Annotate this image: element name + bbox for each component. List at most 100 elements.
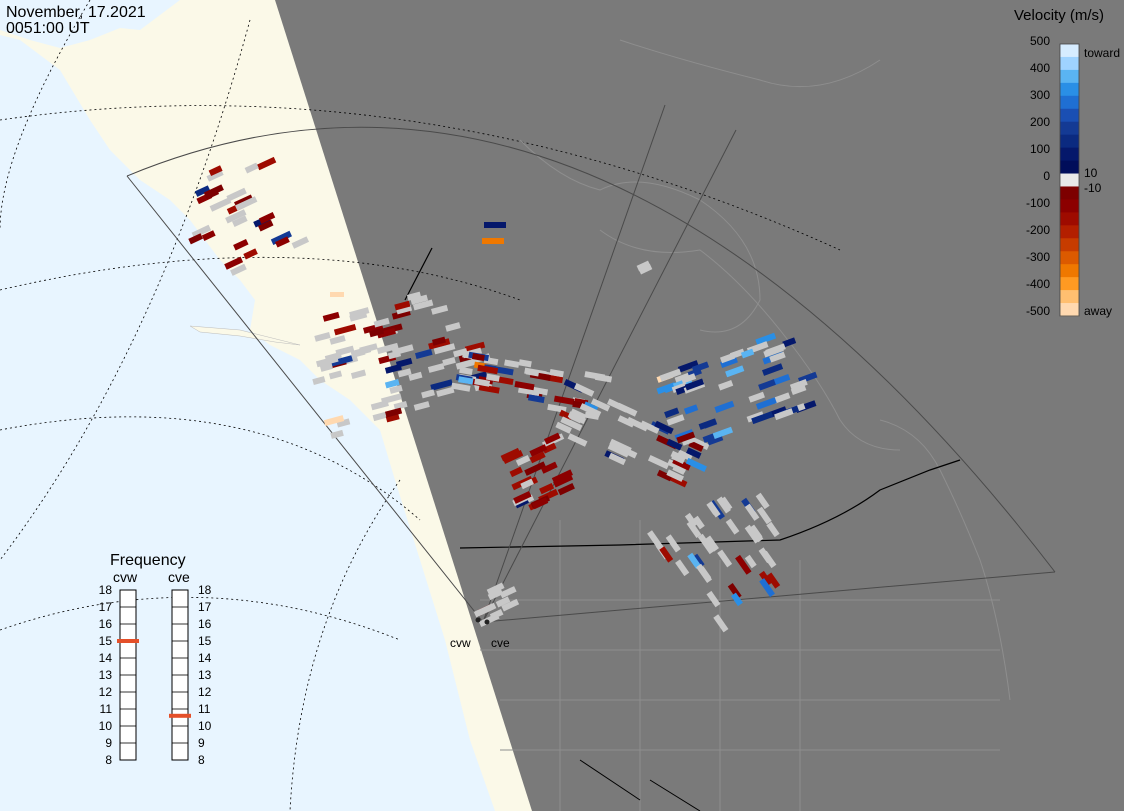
backscatter-cell — [482, 238, 504, 244]
backscatter-cell — [319, 362, 334, 372]
backscatter-cell — [654, 420, 674, 435]
cve-site-marker — [484, 619, 490, 625]
backscatter-cell — [514, 380, 535, 391]
backscatter-cell — [676, 431, 696, 444]
backscatter-cell — [233, 238, 249, 251]
frequency-tick-left: 8 — [105, 753, 112, 767]
backscatter-cell — [720, 356, 738, 369]
frequency-tick-left: 10 — [99, 719, 113, 733]
backscatter-cell — [291, 236, 310, 249]
backscatter-cell — [499, 586, 517, 599]
frequency-tick-right: 10 — [198, 719, 212, 733]
backscatter-cell — [453, 348, 468, 358]
backscatter-cell — [725, 365, 745, 378]
backscatter-cell — [270, 230, 293, 245]
backscatter-cell — [687, 552, 702, 570]
backscatter-cell — [719, 496, 733, 511]
time-label: 0051:00 UT — [6, 20, 90, 37]
backscatter-cell — [376, 327, 396, 339]
backscatter-cell — [395, 357, 413, 368]
toward-label: toward — [1084, 46, 1120, 60]
velocity-tick-label: 0 — [1043, 169, 1050, 183]
backscatter-cell — [385, 407, 403, 418]
backscatter-cell — [369, 327, 385, 338]
backscatter-cell — [314, 332, 331, 342]
velocity-color-step — [1060, 277, 1079, 291]
backscatter-cell — [659, 546, 674, 563]
velocity-tick-label: 300 — [1030, 88, 1050, 102]
backscatter-cell — [359, 343, 378, 354]
velocity-tick-label: -500 — [1026, 304, 1050, 318]
backscatter-cell — [376, 342, 399, 355]
backscatter-cell — [748, 391, 765, 403]
velocity-color-step — [1060, 264, 1079, 278]
backscatter-cell — [720, 352, 736, 364]
backscatter-cell — [686, 447, 702, 459]
backscatter-cell — [230, 263, 247, 276]
backscatter-cell — [486, 582, 505, 596]
backscatter-cell — [477, 364, 499, 375]
backscatter-cell — [765, 343, 786, 356]
backscatter-cell — [622, 447, 638, 459]
velocity-color-step — [1060, 212, 1079, 226]
backscatter-cell — [385, 413, 400, 423]
backscatter-cell — [683, 404, 699, 415]
away-label: away — [1084, 304, 1112, 318]
backscatter-cell — [410, 294, 429, 305]
velocity-tick-labels: 500 400 300 200 100 0 -100 -200 -300 -400 -500 — [1026, 34, 1050, 318]
backscatter-cell — [691, 361, 710, 373]
backscatter-cell — [717, 549, 733, 568]
gate-bottom-label: -10 — [1084, 181, 1102, 195]
backscatter-cell — [244, 162, 259, 174]
backscatter-cell — [393, 400, 408, 411]
backscatter-cell — [232, 215, 248, 227]
backscatter-cell — [515, 455, 531, 467]
backscatter-cell — [540, 461, 558, 474]
backscatter-cell — [504, 359, 520, 368]
backscatter-cell — [666, 438, 683, 451]
backscatter-cell — [626, 416, 649, 432]
velocity-tick-label: 400 — [1030, 61, 1050, 75]
backscatter-cell — [394, 300, 411, 311]
backscatter-cell — [531, 497, 549, 510]
backscatter-cell — [647, 454, 670, 470]
frequency-tick-left: 14 — [99, 651, 113, 665]
backscatter-cell — [666, 469, 684, 482]
backscatter-cell — [442, 356, 456, 366]
backscatter-cell — [478, 384, 500, 394]
frequency-title: Frequency — [110, 552, 186, 569]
frequency-tick-right: 9 — [198, 736, 205, 750]
backscatter-cell — [234, 196, 258, 211]
backscatter-cell — [706, 590, 721, 608]
backscatter-cell — [387, 350, 402, 360]
date-label: November, 17.2021 — [6, 4, 146, 21]
backscatter-cell — [414, 348, 433, 359]
backscatter-cell — [484, 222, 506, 228]
backscatter-cell — [445, 322, 461, 332]
backscatter-cell — [712, 426, 734, 440]
backscatter-cell — [451, 382, 471, 392]
backscatter-cell — [608, 452, 627, 466]
backscatter-cell — [714, 400, 735, 413]
backscatter-cell — [524, 461, 547, 476]
backscatter-cell — [520, 478, 534, 490]
velocity-color-step — [1060, 134, 1079, 149]
backscatter-cell — [553, 473, 574, 488]
us-canada-border — [459, 459, 961, 549]
velocity-tick-label: -300 — [1026, 250, 1050, 264]
velocity-color-step — [1060, 95, 1079, 110]
backscatter-cell — [464, 341, 486, 353]
backscatter-cell — [427, 363, 445, 373]
backscatter-cell — [349, 311, 368, 322]
backscatter-cell — [274, 236, 290, 248]
backscatter-cell — [607, 443, 630, 458]
backscatter-cell — [560, 416, 583, 431]
frequency-tick-right: 18 — [198, 583, 212, 597]
backscatter-cell — [330, 429, 344, 439]
backscatter-cell — [766, 572, 781, 589]
backscatter-cell — [201, 230, 216, 241]
backscatter-cell — [697, 533, 715, 555]
backscatter-cell — [568, 412, 583, 424]
backscatter-cell — [350, 369, 367, 379]
velocity-color-step — [1060, 186, 1079, 200]
